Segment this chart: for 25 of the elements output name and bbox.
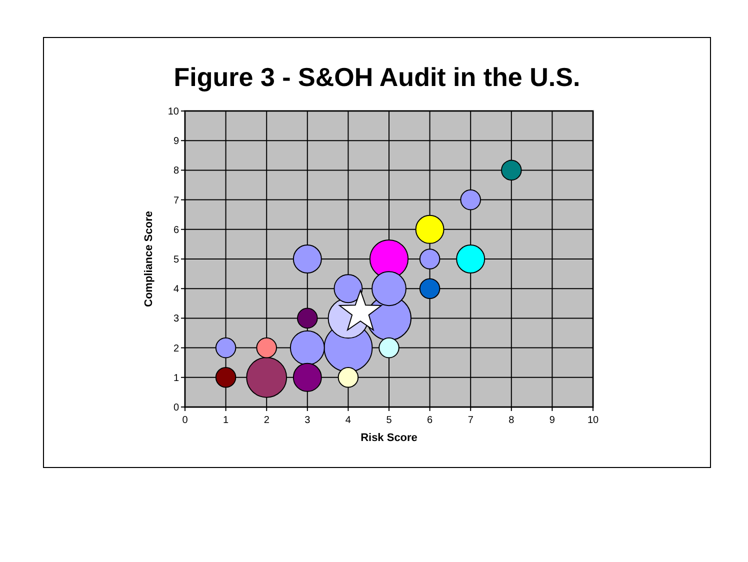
- y-tick-label: 0: [173, 402, 180, 414]
- x-tick-label: 7: [468, 415, 474, 426]
- y-tick-label: 4: [173, 284, 180, 296]
- x-tick-label: 8: [508, 415, 515, 426]
- y-tick-label: 2: [173, 343, 180, 354]
- x-tick-label: 5: [386, 415, 392, 426]
- x-tick-label: 3: [304, 415, 311, 426]
- x-tick-label: 0: [182, 415, 188, 426]
- y-tick-label: 8: [173, 166, 180, 177]
- y-tick-label: 6: [173, 224, 180, 236]
- chart-title: Figure 3 - S&OH Audit in the U.S.: [174, 62, 580, 92]
- y-tick-label: 7: [173, 195, 180, 206]
- y-axis-title: Compliance Score: [143, 211, 155, 307]
- y-tick-label: 3: [173, 314, 180, 325]
- y-tick-label: 10: [168, 106, 180, 118]
- x-tick-label: 2: [264, 415, 270, 426]
- x-tick-label: 4: [345, 415, 352, 426]
- x-tick-label: 10: [587, 415, 599, 426]
- y-tick-label: 1: [173, 372, 180, 384]
- x-tick-label: 1: [223, 415, 230, 426]
- y-tick-label: 9: [173, 136, 180, 148]
- x-tick-label: 9: [549, 415, 556, 426]
- x-tick-label: 6: [427, 415, 434, 426]
- x-axis-title: Risk Score: [360, 432, 418, 444]
- y-tick-label: 5: [173, 254, 180, 266]
